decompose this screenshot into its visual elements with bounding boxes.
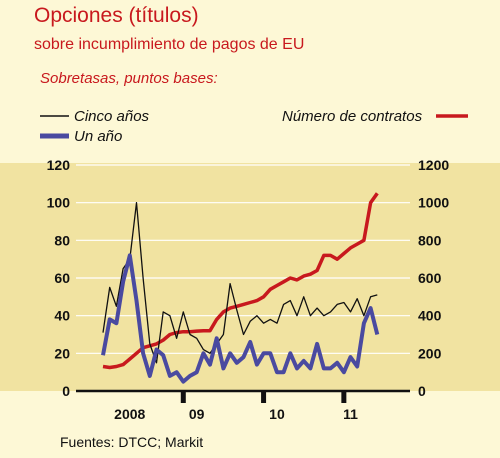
x-tick-label: 11: [343, 406, 358, 422]
y-right-tick-label: 1000: [418, 195, 449, 211]
x-tick-label: 09: [189, 406, 205, 422]
y-right-tick-label: 400: [418, 308, 442, 324]
units-label: Sobretasas, puntos bases:: [40, 70, 218, 87]
legend-label-cinco: Cinco años: [74, 108, 150, 125]
y-left-tick-label: 40: [54, 308, 70, 324]
legend-label-contratos: Número de contratos: [282, 108, 423, 125]
chart-subtitle: sobre incumplimiento de pagos de EU: [34, 36, 305, 53]
series-line-uno: [101, 253, 380, 384]
y-left-tick-label: 100: [47, 195, 71, 211]
x-tick-label: 2008: [114, 406, 145, 422]
y-left-tick-label: 120: [47, 157, 71, 173]
y-right-tick-label: 200: [418, 345, 442, 361]
y-left-tick-label: 80: [54, 232, 70, 248]
x-axis-year-tick: [341, 391, 347, 403]
source-note: Fuentes: DTCC; Markit: [60, 434, 204, 450]
series-line-cinco: [102, 202, 378, 364]
y-left-tick-label: 20: [54, 345, 70, 361]
y-right-tick-label: 600: [418, 270, 442, 286]
legend-label-uno: Un año: [74, 128, 123, 145]
x-axis-year-tick: [261, 391, 267, 403]
y-right-tick-label: 0: [418, 383, 426, 399]
y-right-tick-label: 1200: [418, 157, 449, 173]
series-line-contratos: [102, 192, 379, 370]
x-axis-year-tick: [180, 391, 186, 403]
chart-title: Opciones (títulos): [34, 4, 199, 27]
y-left-tick-label: 60: [54, 270, 70, 286]
y-right-tick-label: 800: [418, 232, 442, 248]
y-left-tick-label: 0: [62, 383, 70, 399]
x-tick-label: 10: [269, 406, 285, 422]
